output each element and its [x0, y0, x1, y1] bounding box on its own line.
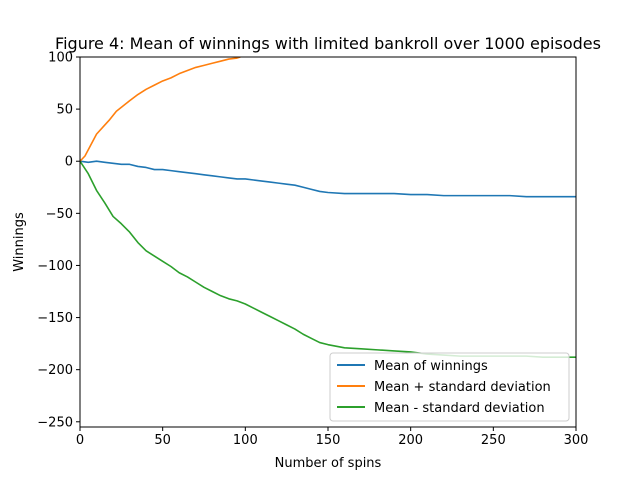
legend-box — [329, 352, 570, 422]
x-tick-label: 100 — [233, 433, 258, 448]
series-line-mean-minus-std — [80, 160, 576, 358]
x-axis: 0 50 100 150 200 250 300 — [76, 427, 589, 448]
y-tick-label: −50 — [46, 207, 73, 222]
x-tick-label: 50 — [154, 433, 171, 448]
y-tick-label: −250 — [37, 415, 73, 430]
y-axis: 100 50 0 −50 −100 −150 −200 −250 — [37, 51, 80, 430]
y-tick-label: 0 — [65, 155, 73, 170]
y-tick-label: −200 — [37, 363, 73, 378]
y-tick-label: −150 — [37, 311, 73, 326]
x-tick-label: 0 — [76, 433, 84, 448]
y-tick-label: −100 — [37, 259, 73, 274]
chart-title: Figure 4: Mean of winnings with limited … — [55, 34, 601, 53]
x-tick-label: 200 — [398, 433, 423, 448]
series-line-mean — [80, 160, 576, 198]
x-tick-label: 150 — [316, 433, 341, 448]
x-tick-label: 250 — [481, 433, 506, 448]
legend-label-mean-plus-std: Mean + standard deviation — [374, 380, 551, 395]
series-layer — [80, 57, 576, 358]
x-tick-label: 300 — [564, 433, 589, 448]
y-axis-label: Winnings — [12, 212, 27, 272]
x-axis-label: Number of spins — [275, 456, 382, 471]
y-tick-label: 100 — [48, 51, 73, 66]
y-tick-label: 50 — [56, 103, 73, 118]
legend-label-mean: Mean of winnings — [374, 359, 488, 374]
legend-label-mean-minus-std: Mean - standard deviation — [374, 401, 545, 416]
legend: Mean of winnings Mean + standard deviati… — [329, 352, 570, 422]
series-line-mean-plus-std — [80, 57, 241, 162]
